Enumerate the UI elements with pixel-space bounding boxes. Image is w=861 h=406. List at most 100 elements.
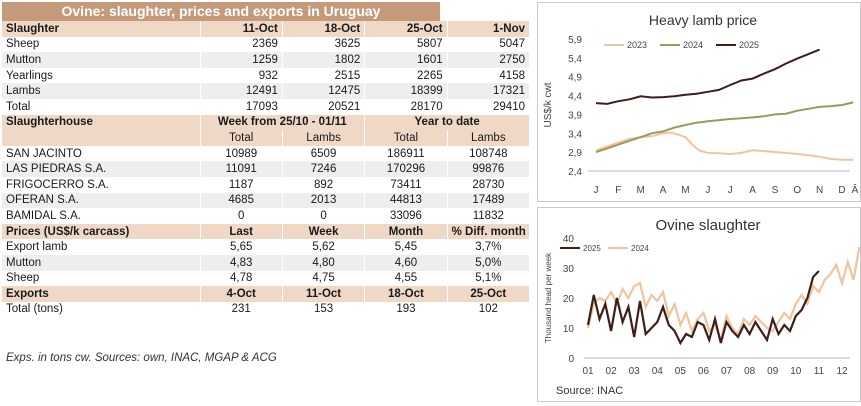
- series-line-2025: [595, 48, 820, 105]
- cell: 1187: [200, 176, 283, 193]
- cell: Last: [200, 223, 283, 240]
- cell: 17489: [447, 192, 531, 209]
- row-label: SAN JACINTO: [2, 145, 201, 162]
- chart-title: Ovine slaughter: [655, 217, 760, 234]
- cell: 1802: [282, 52, 366, 68]
- cell: 4685: [200, 192, 283, 209]
- cell: 108748: [447, 145, 531, 162]
- row-label: Prices (US$/k carcass): [2, 223, 201, 240]
- cell: 4,78: [200, 270, 283, 287]
- row-label: Total (tons): [2, 301, 201, 318]
- row-label: FRIGOCERRO S.A.: [2, 176, 201, 193]
- x-tick-label: 04: [652, 366, 664, 377]
- cell: 3,7%: [447, 239, 531, 255]
- cell: 2013: [282, 192, 366, 209]
- cell: Lambs: [282, 130, 366, 146]
- exports-row: Total (tons) 231 153 193 102: [2, 301, 531, 318]
- x-tick-label: A: [749, 185, 756, 196]
- cell: 231: [200, 301, 283, 318]
- cell: 25-Oct: [364, 21, 448, 37]
- row-label: Mutton: [2, 52, 201, 68]
- row-label: Slaughterhouse: [2, 114, 201, 131]
- row-label: Total: [2, 98, 201, 115]
- y-tick-label: 3,4: [568, 129, 582, 140]
- cell: 7246: [282, 161, 366, 177]
- exports-header: Exports 4-Oct 11-Oct 18-Oct 25-Oct: [2, 286, 531, 302]
- cell: 5,1%: [447, 270, 531, 287]
- prices-row: Mutton 4,83 4,80 4,60 5,0%: [2, 254, 531, 271]
- cell: 4-Oct: [200, 286, 283, 302]
- cell: 28730: [447, 176, 531, 193]
- cell: 5807: [364, 36, 448, 53]
- heavy-lamb-price-chart: Heavy lamb price 2,4 2,9 3,4 3,9 4,4 4,9 5,4 5,9…: [537, 2, 861, 202]
- cell: 2265: [364, 67, 448, 84]
- slaughterhouse-header: Slaughterhouse Week from 25/10 - 01/11 Yea…: [2, 114, 530, 131]
- cell: 193: [364, 301, 448, 318]
- cell: 2750: [447, 52, 531, 68]
- series-line-2025: [586, 270, 820, 346]
- cell: Week from 25/10 - 01/11: [200, 114, 366, 131]
- legend-label: 2025: [739, 40, 759, 50]
- y-tick-label: 40: [563, 234, 575, 245]
- row-label: LAS PIEDRAS S.A.: [2, 161, 201, 177]
- cell: 2515: [282, 67, 366, 84]
- slaughterhouse-row: SAN JACINTO 10989 6509 186911 108748: [2, 145, 531, 162]
- series-line-2023: [595, 131, 854, 161]
- cell: 18-Oct: [364, 286, 448, 302]
- cell: 5047: [447, 36, 531, 53]
- cell: Lambs: [447, 130, 531, 146]
- cell: 33096: [364, 208, 448, 224]
- x-tick-label: A: [660, 185, 667, 196]
- cell: 11-Oct: [282, 286, 366, 302]
- cell: Week: [282, 223, 366, 240]
- x-tick-label: J: [705, 185, 710, 196]
- cell: 102: [447, 301, 531, 318]
- cell: 2369: [200, 36, 283, 53]
- cell: 6509: [282, 145, 366, 162]
- cell: 20521: [282, 98, 366, 115]
- series-line-2024: [595, 101, 854, 154]
- slaughter-row: Sheep 2369 3625 5807 5047: [2, 36, 531, 53]
- cell: 4,83: [200, 254, 283, 271]
- prices-row: Sheep 4,78 4,75 4,55 5,1%: [2, 270, 531, 287]
- x-tick-label: 11: [814, 366, 825, 377]
- x-tick-label: S: [772, 185, 779, 196]
- source-note: Source: INAC: [556, 385, 623, 397]
- y-axis-label: Thousand head per week: [544, 252, 553, 343]
- chart-title: Heavy lamb price: [649, 12, 757, 28]
- x-tick-label: M: [681, 185, 689, 196]
- cell: 10989: [200, 145, 283, 162]
- cell: 1601: [364, 52, 448, 68]
- panel-title: Ovine: slaughter, prices and exports in …: [2, 2, 440, 21]
- slaughterhouse-row: LAS PIEDRAS S.A. 11091 7246 170296 99876: [2, 161, 531, 177]
- x-tick-label: 08: [744, 366, 756, 377]
- cell: 5,0%: [447, 254, 531, 271]
- cell: Total: [200, 130, 283, 146]
- slaughter-header: Slaughter 11-Oct 18-Oct 25-Oct 1-Nov: [2, 21, 531, 37]
- x-tick-label: N: [816, 185, 823, 196]
- cell: 29410: [447, 98, 531, 115]
- row-label: Sheep: [2, 36, 201, 53]
- cell: 4,60: [364, 254, 448, 271]
- slaughter-row: Yearlings 932 2515 2265 4158: [2, 67, 531, 84]
- cell: Year to date: [364, 114, 530, 131]
- row-label: Exports: [2, 286, 201, 302]
- cell: 73411: [364, 176, 448, 193]
- cell: 5,62: [282, 239, 366, 255]
- y-tick-label: 10: [563, 324, 575, 335]
- prices-row: Export lamb 5,65 5,62 5,45 3,7%: [2, 239, 531, 255]
- x-tick-label: J: [594, 185, 599, 196]
- row-label: OFERAN S.A.: [2, 192, 201, 209]
- cell: 1259: [200, 52, 283, 68]
- cell: 11091: [200, 161, 283, 177]
- slaughterhouse-row: BAMIDAL S.A. 0 0 33096 11832: [2, 208, 531, 224]
- y-tick-label: 5,4: [568, 54, 582, 65]
- slaughterhouse-subheader: Total Lambs Total Lambs: [2, 130, 531, 146]
- y-axis-label: US$/k cwt: [543, 82, 554, 127]
- x-tick-label: 05: [675, 366, 687, 377]
- cell: 18-Oct: [282, 21, 366, 37]
- x-tick-label: F: [615, 185, 621, 196]
- data-table: Slaughter 11-Oct 18-Oct 25-Oct 1-Nov Sheep 236…: [2, 21, 531, 318]
- x-tick-label: 12: [836, 366, 848, 377]
